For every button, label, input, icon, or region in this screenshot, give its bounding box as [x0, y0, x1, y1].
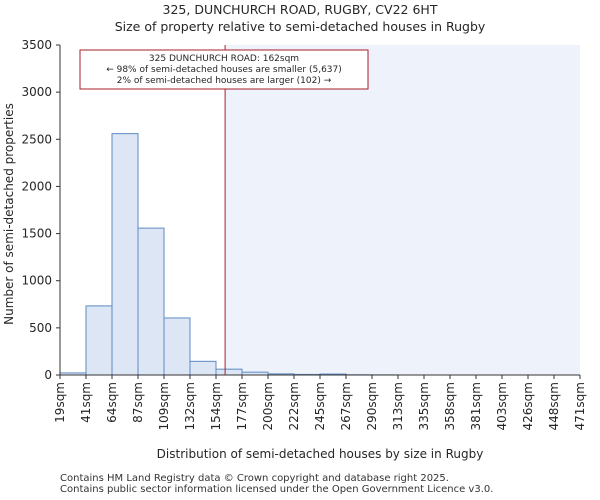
bar [215, 368, 243, 376]
y-tick-label: 3500 [21, 38, 52, 52]
x-tick-label: 200sqm [261, 382, 275, 430]
footer-line-1: Contains HM Land Registry data © Crown c… [60, 473, 449, 484]
chart-title: 325, DUNCHURCH ROAD, RUGBY, CV22 6HT [162, 2, 438, 17]
y-tick-label: 2500 [21, 132, 52, 146]
x-tick-label: 381sqm [469, 382, 483, 430]
bar [111, 133, 139, 376]
annotation-line: 2% of semi-detached houses are larger (1… [117, 76, 332, 86]
x-tick-label: 313sqm [391, 382, 405, 430]
y-tick-label: 1500 [21, 227, 52, 241]
bar [189, 360, 217, 376]
x-tick-label: 19sqm [53, 382, 67, 423]
chart-subtitle: Size of property relative to semi-detach… [114, 19, 486, 34]
x-tick-label: 87sqm [131, 382, 145, 423]
x-tick-label: 109sqm [157, 382, 171, 430]
annotation-line: ← 98% of semi-detached houses are smalle… [106, 65, 342, 75]
footer-line-2: Contains public sector information licen… [60, 484, 494, 495]
larger-region-shade [225, 45, 580, 375]
x-tick-label: 245sqm [313, 382, 327, 430]
x-tick-label: 448sqm [547, 382, 561, 430]
x-tick-label: 290sqm [365, 382, 379, 430]
y-tick-label: 2000 [21, 179, 52, 193]
bar [85, 305, 113, 376]
bar [137, 227, 165, 376]
y-axis-label: Number of semi-detached properties [2, 103, 16, 325]
x-tick-label: 222sqm [287, 382, 301, 430]
x-tick-label: 177sqm [235, 382, 249, 430]
y-tick-label: 3000 [21, 85, 52, 99]
y-tick-label: 1000 [21, 274, 52, 288]
x-tick-label: 426sqm [521, 382, 535, 430]
x-tick-label: 471sqm [573, 382, 587, 430]
y-tick-label: 0 [44, 368, 52, 382]
y-tick-label: 500 [29, 321, 52, 335]
x-tick-label: 267sqm [339, 382, 353, 430]
x-axis-label: Distribution of semi-detached houses by … [157, 447, 484, 461]
x-tick-label: 358sqm [443, 382, 457, 430]
x-tick-label: 41sqm [79, 382, 93, 423]
x-tick-label: 64sqm [105, 382, 119, 423]
x-tick-label: 335sqm [417, 382, 431, 430]
annotation-box [79, 49, 369, 90]
x-tick-label: 132sqm [183, 382, 197, 430]
bar [163, 317, 191, 376]
x-tick-label: 154sqm [209, 382, 223, 430]
annotation-line: 325 DUNCHURCH ROAD: 162sqm [149, 54, 299, 64]
x-tick-label: 403sqm [495, 382, 509, 430]
